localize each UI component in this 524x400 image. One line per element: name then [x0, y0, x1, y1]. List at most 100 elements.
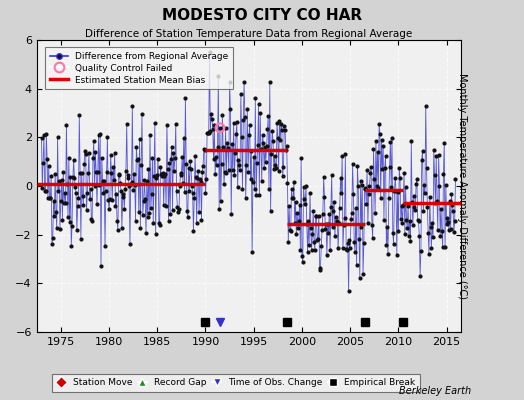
Point [278, 172, 287, 179]
Point [451, 218, 459, 224]
Point [299, 259, 307, 265]
Point [259, 140, 268, 146]
Point [175, 206, 183, 212]
Point [139, 198, 148, 205]
Point [314, 236, 322, 242]
Point [118, 194, 127, 200]
Point [374, 184, 383, 191]
Point [258, 132, 267, 138]
Point [409, 193, 418, 200]
Point [249, 154, 258, 161]
Point [388, 135, 396, 141]
Point [307, 225, 315, 232]
Point [425, 251, 433, 257]
Point [341, 215, 349, 221]
Point [213, 162, 221, 168]
Point [157, 171, 166, 177]
Point [46, 195, 54, 202]
Point [163, 121, 171, 128]
Point [135, 209, 143, 216]
Point [397, 216, 405, 222]
Point [225, 167, 233, 173]
Point [224, 145, 232, 151]
Point [326, 204, 335, 210]
Point [315, 266, 324, 273]
Point [66, 174, 74, 180]
Point [169, 150, 178, 156]
Point [383, 224, 391, 230]
Point [438, 228, 446, 234]
Point [130, 182, 139, 188]
Point [50, 212, 59, 219]
Point [401, 231, 409, 238]
Point [232, 130, 240, 137]
Point [67, 242, 75, 249]
Point [328, 172, 336, 178]
Point [293, 210, 301, 217]
Point [339, 245, 347, 251]
Point [103, 134, 112, 140]
Point [233, 119, 241, 125]
Point [78, 170, 86, 176]
Point [376, 131, 384, 137]
Point [390, 188, 399, 195]
Point [313, 236, 321, 243]
Point [377, 136, 386, 143]
Point [370, 176, 378, 182]
Point [292, 230, 301, 237]
Point [120, 206, 128, 212]
Point [159, 202, 168, 208]
Point [111, 202, 119, 209]
Point [228, 140, 236, 147]
Point [39, 160, 47, 166]
Point [210, 122, 219, 129]
Point [80, 161, 89, 168]
Point [173, 204, 181, 211]
Point [100, 178, 108, 184]
Point [425, 193, 434, 200]
Point [149, 219, 157, 226]
Point [43, 156, 51, 162]
Point [153, 172, 161, 178]
Point [182, 160, 190, 167]
Point [338, 152, 346, 159]
Point [94, 132, 103, 138]
Point [253, 160, 261, 167]
Point [163, 165, 172, 172]
Point [48, 241, 56, 247]
Point [196, 178, 205, 185]
Point [208, 116, 216, 122]
Point [152, 174, 161, 181]
Point [380, 217, 388, 223]
Point [353, 262, 361, 269]
Point [115, 172, 124, 178]
Point [207, 110, 215, 117]
Point [410, 203, 419, 210]
Point [179, 180, 187, 186]
Point [215, 205, 223, 212]
Point [275, 118, 283, 124]
Point [408, 199, 416, 205]
Point [249, 179, 257, 185]
Point [344, 240, 352, 246]
Point [332, 220, 341, 226]
Point [314, 213, 323, 220]
Point [102, 169, 111, 176]
Point [90, 138, 98, 144]
Point [365, 183, 374, 189]
Point [38, 185, 47, 191]
Point [189, 190, 197, 196]
Point [323, 252, 331, 259]
Point [63, 181, 71, 187]
Point [345, 237, 354, 244]
Point [368, 222, 376, 228]
Point [156, 222, 164, 228]
Point [290, 179, 298, 186]
Point [285, 203, 293, 210]
Point [135, 136, 144, 142]
Point [361, 186, 369, 193]
Point [279, 164, 288, 170]
Point [316, 265, 325, 272]
Point [186, 158, 194, 164]
Point [216, 124, 224, 131]
